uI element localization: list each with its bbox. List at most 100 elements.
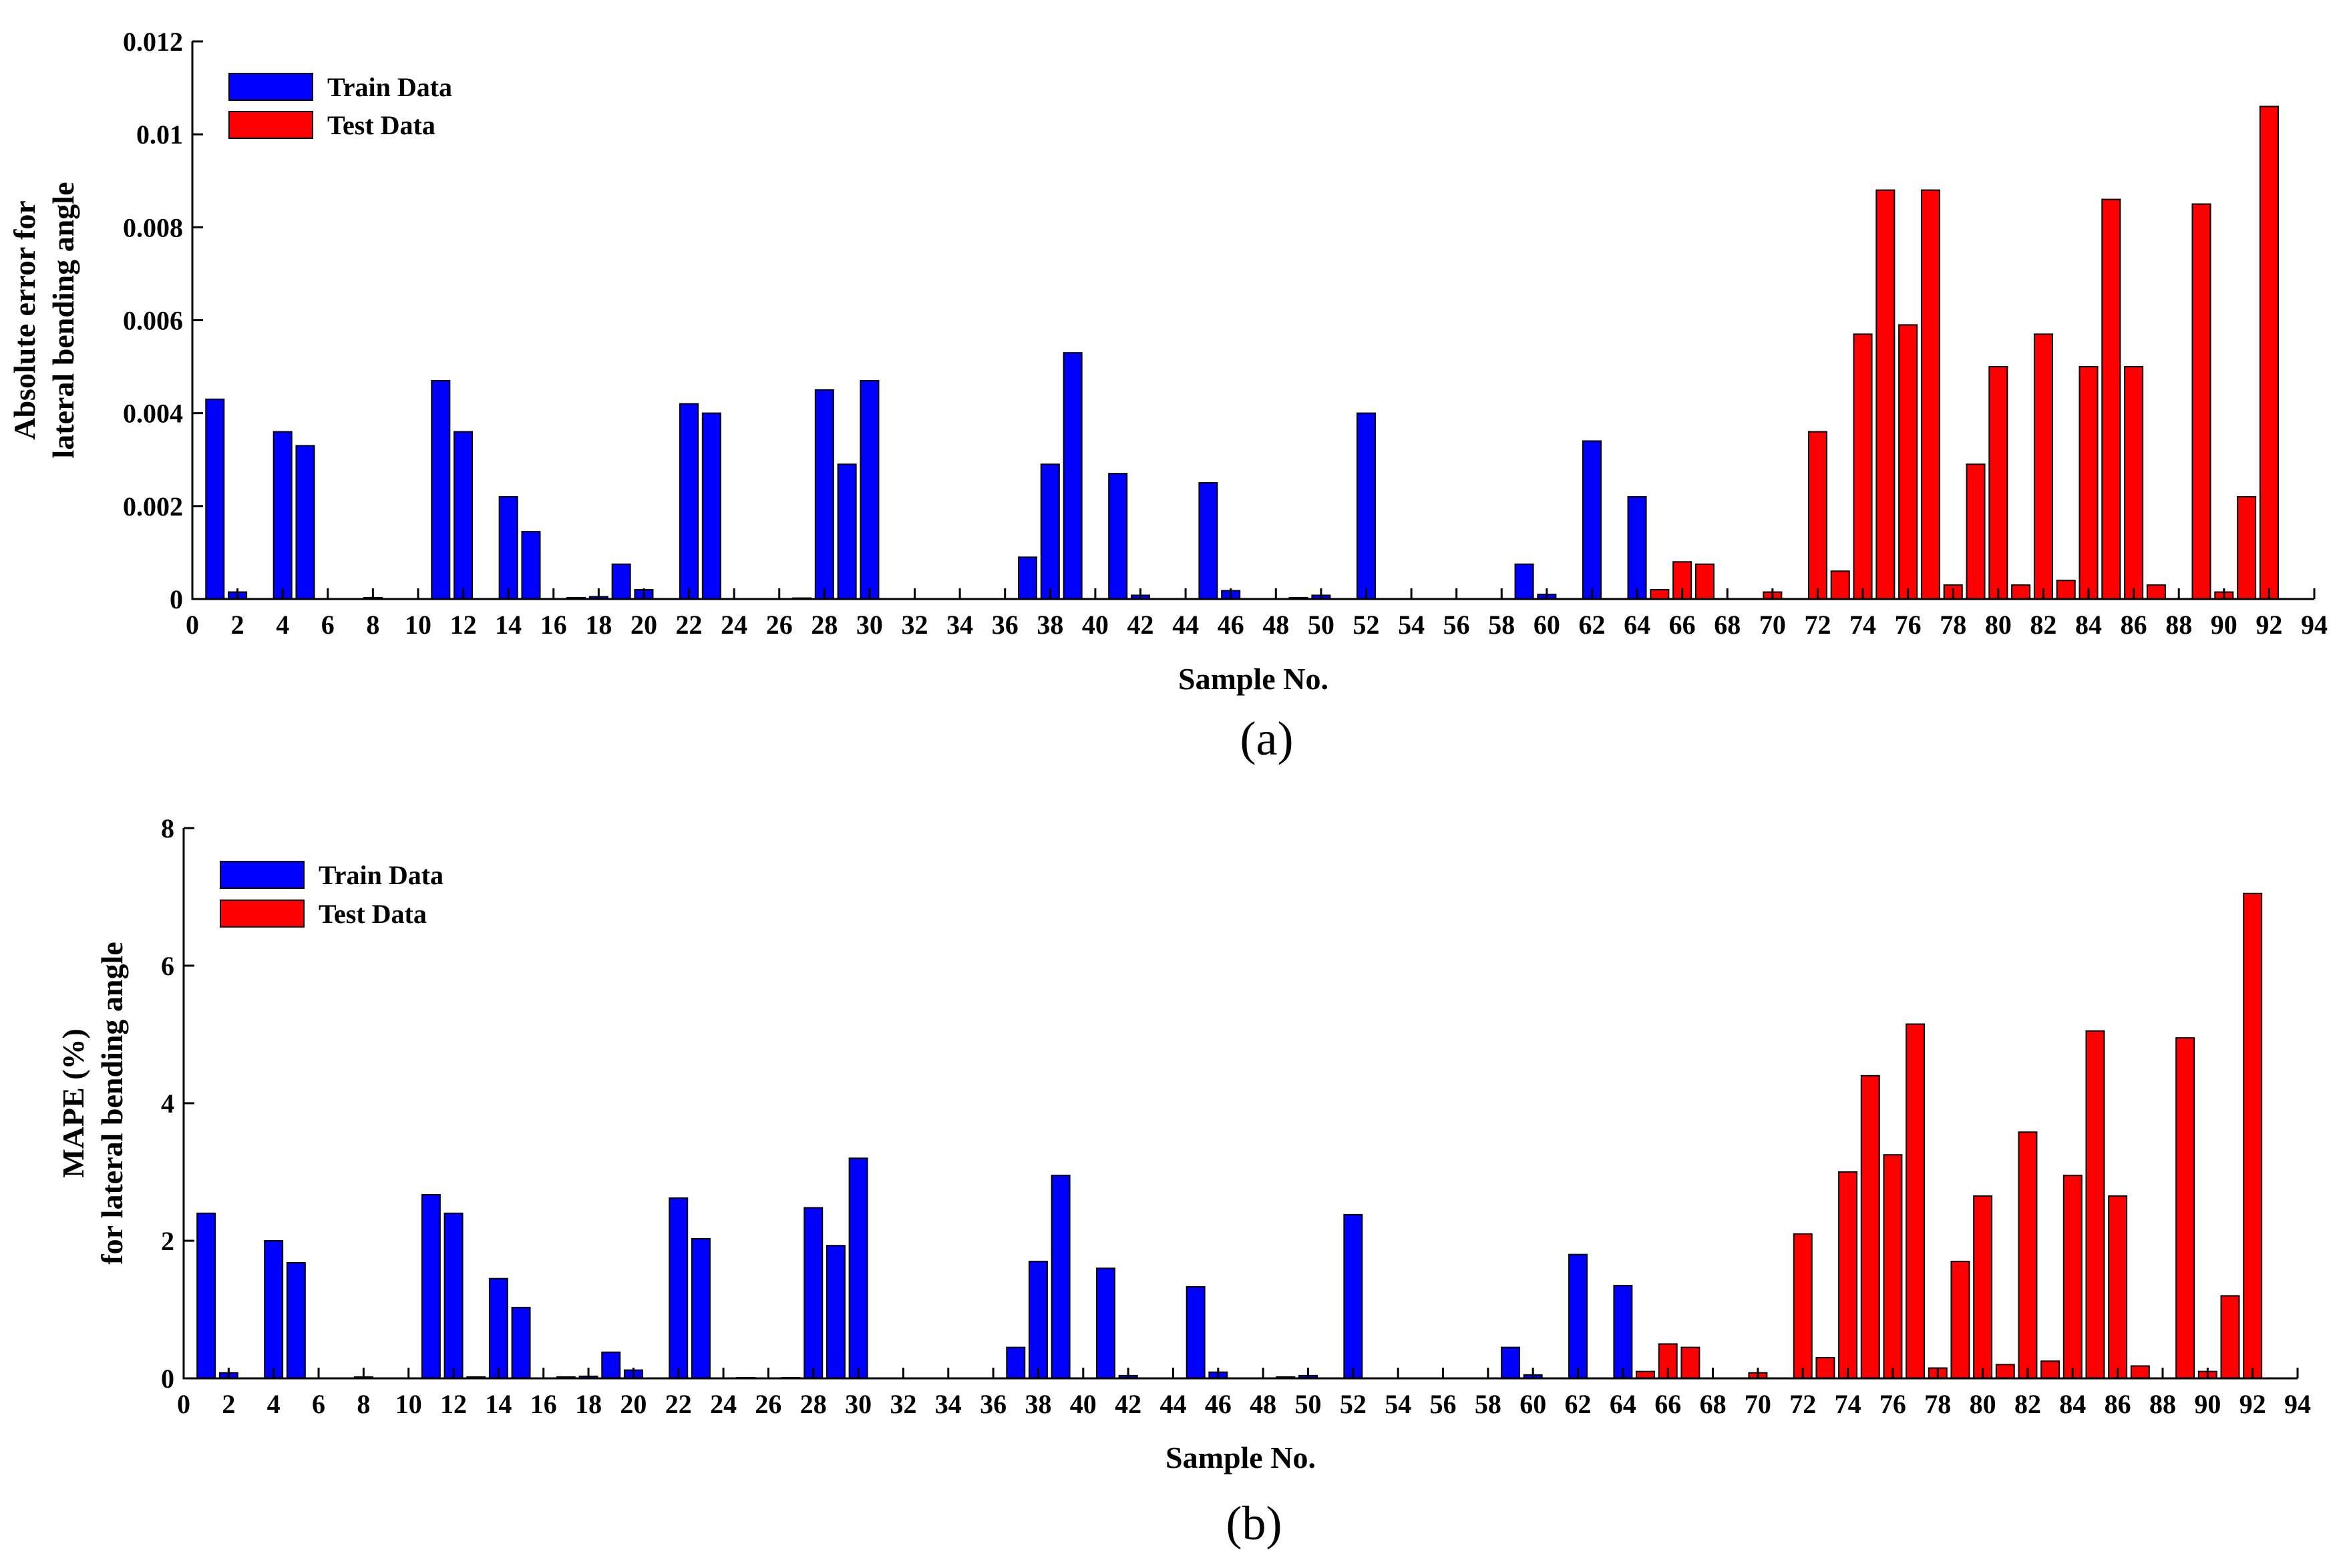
y-tick-label: 2 (161, 1226, 174, 1256)
bar-test-74 (1838, 1171, 1858, 1379)
bar-train-28 (803, 1207, 824, 1380)
bar-test-85 (2101, 198, 2121, 600)
x-tick-label: 2 (231, 610, 244, 640)
bar-train-45 (1198, 482, 1218, 600)
x-tick-label: 0 (186, 610, 199, 640)
x-tick-label: 56 (1443, 610, 1470, 640)
bar-test-81 (2011, 584, 2031, 600)
legend-swatch-train (220, 861, 305, 889)
bar-train-38 (1040, 463, 1060, 600)
bar-test-82 (2033, 333, 2053, 600)
x-tick-label: 14 (485, 1389, 512, 1419)
bar-test-92 (2243, 892, 2263, 1379)
bar-train-1 (205, 398, 225, 600)
bar-test-67 (1680, 1346, 1700, 1380)
bar-train-45 (1186, 1286, 1206, 1380)
x-tick-label: 56 (1430, 1389, 1457, 1419)
bar-train-39 (1063, 352, 1083, 600)
bar-test-72 (1793, 1233, 1813, 1379)
bar-train-64 (1613, 1284, 1633, 1379)
x-tick-label: 88 (2165, 610, 2192, 640)
x-tick-label: 72 (1789, 1389, 1816, 1419)
x-tick-label: 84 (2059, 1389, 2086, 1419)
x-tick-label: 10 (395, 1389, 422, 1419)
legend-swatch-train (228, 73, 313, 101)
y-tick-label: 0.008 (123, 212, 183, 242)
x-tick-label: 42 (1115, 1389, 1141, 1419)
bar-train-52 (1356, 412, 1377, 600)
bar-train-4 (273, 431, 293, 600)
x-tick-label: 58 (1475, 1389, 1501, 1419)
x-tick-label: 80 (1970, 1389, 1996, 1419)
x-tick-label: 44 (1172, 610, 1199, 640)
x-tick-label: 20 (630, 610, 657, 640)
x-tick-label: 62 (1565, 1389, 1592, 1419)
x-tick-label: 22 (676, 610, 703, 640)
x-tick-label: 92 (2256, 610, 2282, 640)
bar-train-23 (691, 1237, 711, 1380)
bar-test-81 (1995, 1364, 2015, 1380)
x-tick-label: 24 (710, 1389, 737, 1419)
x-tick-label: 64 (1610, 1389, 1636, 1419)
bar-test-74 (1853, 333, 1873, 600)
bar-test-75 (1860, 1074, 1880, 1380)
x-tick-label: 46 (1205, 1389, 1232, 1419)
bar-train-37 (1006, 1346, 1026, 1380)
x-tick-label: 66 (1654, 1389, 1681, 1419)
legend-label-test: Test Data (319, 899, 427, 929)
y-tick-label: 8 (161, 813, 174, 843)
legend-label-test: Test Data (327, 110, 435, 140)
x-tick-label: 28 (811, 610, 838, 640)
x-tick-label: 4 (276, 610, 289, 640)
bar-train-15 (521, 531, 541, 600)
x-tick-label: 74 (1835, 1389, 1861, 1419)
x-tick-label: 76 (1879, 1389, 1906, 1419)
x-tick-label: 34 (935, 1389, 962, 1419)
bar-test-73 (1815, 1357, 1835, 1379)
y-tick-label: 4 (161, 1089, 174, 1119)
x-tick-label: 36 (992, 610, 1019, 640)
bar-test-80 (1988, 366, 2008, 600)
x-tick-label: 94 (2301, 610, 2328, 640)
y-tick-label: 0.006 (123, 306, 183, 336)
bar-test-67 (1694, 563, 1715, 600)
y-tick-label: 0.012 (123, 27, 183, 57)
bar-test-84 (2079, 366, 2099, 600)
bar-test-89 (2175, 1037, 2195, 1380)
x-tick-label: 78 (1940, 610, 1966, 640)
bar-test-91 (2220, 1295, 2240, 1380)
bar-test-79 (1966, 463, 1986, 600)
x-axis-label: Sample No. (1178, 662, 1328, 696)
x-tick-label: 84 (2075, 610, 2102, 640)
bar-train-30 (860, 379, 880, 600)
bar-train-15 (511, 1306, 531, 1380)
x-tick-label: 18 (585, 610, 612, 640)
x-tick-label: 6 (321, 610, 335, 640)
bar-train-64 (1627, 496, 1647, 600)
x-tick-label: 20 (620, 1389, 647, 1419)
bar-train-22 (669, 1197, 689, 1379)
bar-test-86 (2108, 1195, 2128, 1380)
bar-train-30 (848, 1157, 868, 1380)
panel-label: (b) (1226, 1497, 1282, 1550)
x-tick-label: 54 (1385, 1389, 1411, 1419)
bar-train-62 (1568, 1253, 1588, 1379)
bar-train-39 (1051, 1175, 1071, 1380)
x-tick-label: 82 (2030, 610, 2056, 640)
bar-train-37 (1018, 556, 1038, 600)
bar-train-14 (498, 496, 518, 600)
legend-swatch-test (228, 111, 313, 139)
y-axis-label-line-2: for lateral bending angle (95, 942, 129, 1264)
bar-train-14 (488, 1278, 508, 1380)
x-tick-label: 30 (845, 1389, 872, 1419)
bar-train-41 (1108, 473, 1128, 600)
bar-test-85 (2085, 1030, 2105, 1379)
bar-train-4 (264, 1240, 284, 1379)
x-tick-label: 52 (1353, 610, 1379, 640)
bar-train-1 (196, 1212, 216, 1380)
x-tick-label: 10 (405, 610, 431, 640)
bar-train-28 (814, 389, 834, 600)
y-tick-label: 0.01 (136, 120, 183, 150)
bar-test-80 (1973, 1195, 1993, 1380)
